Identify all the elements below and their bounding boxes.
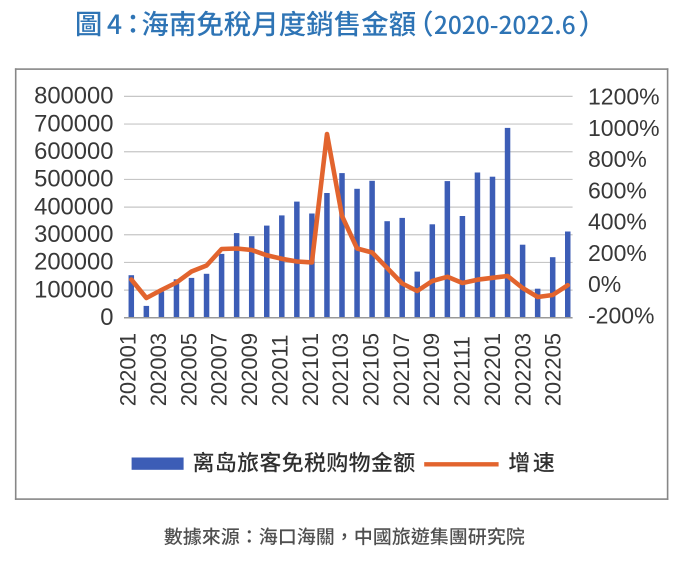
svg-text:202205: 202205 bbox=[541, 333, 566, 406]
svg-text:700000: 700000 bbox=[34, 110, 113, 137]
svg-text:202103: 202103 bbox=[328, 333, 353, 406]
svg-text:202203: 202203 bbox=[510, 333, 535, 406]
svg-text:400%: 400% bbox=[588, 209, 647, 235]
svg-text:202005: 202005 bbox=[176, 333, 201, 406]
svg-text:1200%: 1200% bbox=[588, 84, 660, 110]
svg-text:1000%: 1000% bbox=[588, 115, 660, 141]
svg-text:202011: 202011 bbox=[267, 335, 292, 407]
svg-text:0: 0 bbox=[100, 304, 113, 331]
svg-text:202201: 202201 bbox=[480, 333, 505, 406]
svg-text:202105: 202105 bbox=[359, 333, 384, 406]
svg-text:202003: 202003 bbox=[146, 333, 171, 406]
svg-text:400000: 400000 bbox=[34, 193, 113, 220]
svg-text:202111: 202111 bbox=[450, 336, 475, 406]
svg-text:300000: 300000 bbox=[34, 221, 113, 248]
svg-text:200000: 200000 bbox=[34, 249, 113, 276]
svg-text:600000: 600000 bbox=[34, 138, 113, 165]
svg-text:0%: 0% bbox=[588, 271, 621, 297]
svg-text:500000: 500000 bbox=[34, 166, 113, 193]
svg-text:100000: 100000 bbox=[34, 276, 113, 303]
svg-text:200%: 200% bbox=[588, 240, 647, 266]
svg-text:800%: 800% bbox=[588, 146, 647, 172]
svg-text:202109: 202109 bbox=[419, 333, 444, 406]
svg-text:202001: 202001 bbox=[116, 333, 141, 406]
svg-text:-200%: -200% bbox=[588, 302, 654, 328]
svg-text:600%: 600% bbox=[588, 177, 647, 203]
svg-text:202101: 202101 bbox=[298, 333, 323, 406]
svg-text:202009: 202009 bbox=[237, 333, 262, 406]
svg-text:800000: 800000 bbox=[34, 83, 113, 110]
svg-text:202007: 202007 bbox=[207, 333, 232, 406]
svg-text:202107: 202107 bbox=[389, 333, 414, 406]
